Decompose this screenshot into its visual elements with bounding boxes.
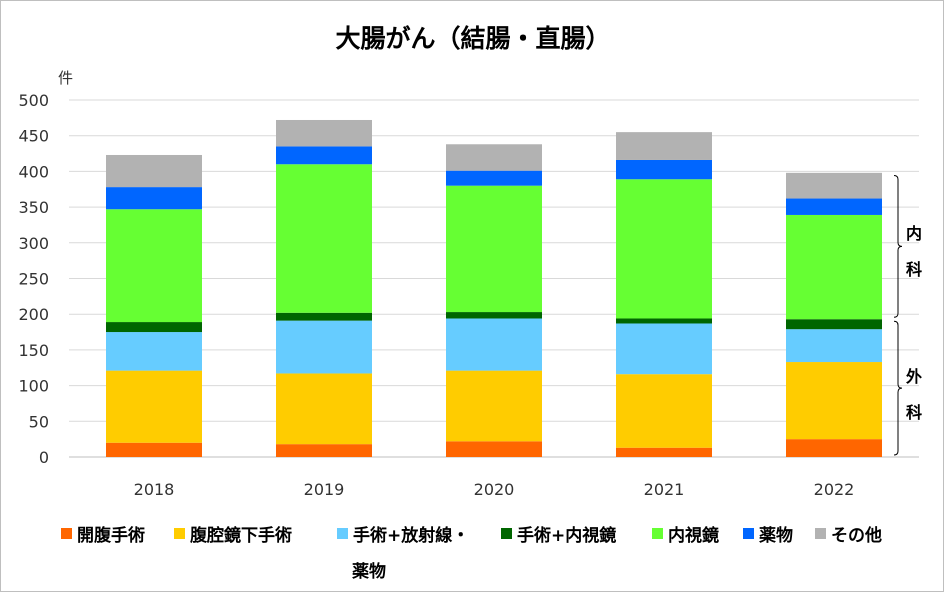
bar-segment (276, 444, 372, 457)
bar-segment (446, 185, 542, 313)
y-tick-label: 350 (18, 198, 49, 217)
x-tick-label: 2018 (134, 480, 175, 499)
bar-segment (446, 318, 542, 371)
y-tick-label: 450 (18, 127, 49, 146)
legend-swatch (174, 528, 185, 539)
legend-label: 薬物 (759, 526, 793, 546)
bar-segment (616, 159, 712, 180)
bar-segment (276, 146, 372, 165)
bar-segment (446, 370, 542, 442)
legend-label: 内視鏡 (668, 526, 719, 546)
bar-segment (106, 187, 202, 210)
bar-segment (616, 447, 712, 457)
bar-segment (106, 209, 202, 323)
bar-segment (446, 441, 542, 457)
legend-label: 腹腔鏡下手術 (190, 526, 292, 546)
bar-segment (616, 318, 712, 324)
bar-segment (616, 323, 712, 375)
y-tick-label: 400 (18, 162, 49, 181)
bar-segment (106, 154, 202, 188)
legend-item-laparoscopic: 腹腔鏡下手術 (174, 521, 292, 546)
legend-label: 手術+内視鏡 (517, 526, 617, 546)
bar-segment (446, 312, 542, 319)
bar-segment (106, 332, 202, 371)
legend-swatch (815, 528, 826, 539)
bar-segment (786, 319, 882, 330)
brace-label-internal-1: 内 (905, 224, 922, 243)
bar-segment (616, 374, 712, 448)
y-tick-label: 100 (18, 377, 49, 396)
bar-segment (106, 370, 202, 443)
y-tick-label: 0 (39, 448, 49, 467)
legend-label: その他 (831, 526, 882, 546)
x-tick-label: 2020 (474, 480, 515, 499)
legend-label: 手術+放射線・ (353, 526, 470, 546)
bar-segment (786, 214, 882, 320)
brace-label-internal-2: 科 (905, 260, 922, 279)
bar-segment (106, 322, 202, 333)
legend-item-other: その他 (815, 521, 882, 546)
brace-label-surgery-2: 科 (905, 403, 922, 422)
bar-segment (786, 439, 882, 457)
bar-segment (616, 132, 712, 160)
y-tick-label: 200 (18, 305, 49, 324)
legend-swatch (652, 528, 663, 539)
y-tick-label: 150 (18, 341, 49, 360)
y-tick-label: 250 (18, 270, 49, 289)
bar-segment (276, 312, 372, 321)
legend-item-surgery-endoscopy: 手術+内視鏡 (501, 521, 616, 546)
bar-segment (786, 329, 882, 363)
y-tick-label: 500 (18, 91, 49, 110)
chart-title: 大腸がん（結腸・直腸） (335, 24, 611, 53)
bar-segment (276, 320, 372, 374)
y-tick-label: 50 (29, 412, 49, 431)
y-tick-label: 300 (18, 234, 49, 253)
legend-label: 薬物 (352, 562, 386, 582)
legend-item-endoscopy: 内視鏡 (652, 521, 719, 546)
bar-segment (446, 170, 542, 186)
bar-segment (446, 144, 542, 171)
legend-item-surgery-radiation-drug: 手術+放射線・ (337, 521, 469, 546)
bar-segment (786, 172, 882, 199)
legend-item-surgery-radiation-drug-cont: 薬物 (352, 557, 386, 582)
bar-segment (786, 362, 882, 440)
x-tick-label: 2021 (644, 480, 685, 499)
annotation-brace (893, 175, 903, 318)
legend-item-drug: 薬物 (743, 521, 793, 546)
bar-segment (276, 119, 372, 147)
legend-swatch (61, 528, 72, 539)
legend-swatch (743, 528, 754, 539)
legend-swatch (501, 528, 512, 539)
annotation-brace (893, 320, 903, 456)
bar-segment (276, 164, 372, 313)
legend-label: 開腹手術 (77, 526, 145, 546)
legend-swatch (337, 528, 348, 539)
bar-segment (616, 179, 712, 319)
bar-segment (106, 442, 202, 457)
brace-label-surgery-1: 外 (905, 367, 922, 386)
x-tick-label: 2019 (304, 480, 345, 499)
legend-item-open-surgery: 開腹手術 (61, 521, 145, 546)
bar-segment (786, 198, 882, 215)
bar-segment (276, 373, 372, 445)
y-axis-unit-label: 件 (58, 69, 74, 87)
x-tick-label: 2022 (814, 480, 855, 499)
